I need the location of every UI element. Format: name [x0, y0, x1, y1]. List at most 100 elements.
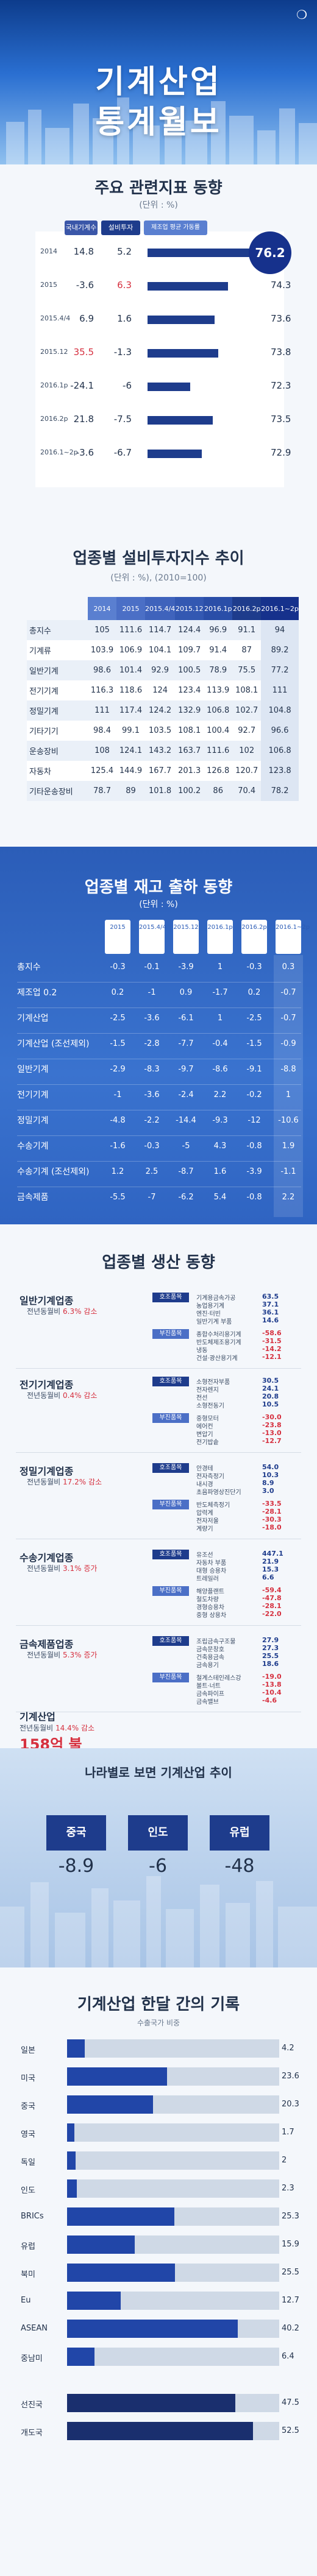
share-bar	[67, 2394, 235, 2412]
share-value: 4.2	[282, 2044, 294, 2053]
investment-value: 5.2	[117, 246, 132, 257]
item-name: 전기밥솥	[196, 1439, 219, 1446]
desc-prefix: 전년동월비	[27, 1564, 63, 1573]
table-cell: 2.2	[213, 1090, 227, 1099]
share-value: 2.3	[282, 2184, 294, 2193]
table-cell: 100.4	[207, 726, 230, 735]
item-name: 변압기	[196, 1431, 213, 1438]
item-name: 엔진·터빈	[196, 1311, 221, 1318]
table-row: 기타기기 98.4 99.1 103.5 108.1 100.4 92.7 96.6	[27, 721, 299, 741]
section-title: 업종별 생산 동향	[102, 1254, 215, 1272]
row-label: 정밀기계	[29, 707, 59, 716]
desc-prefix: 전년동월비	[27, 1651, 63, 1659]
table-row: 전기기계 116.3 118.6 124 123.4 113.9 108.1 111	[27, 680, 299, 700]
share-value: 25.3	[282, 2212, 299, 2221]
table-cell: 124	[152, 686, 168, 695]
utilization-value: 74.3	[271, 280, 291, 291]
share-bar	[67, 2179, 77, 2198]
table-cell: 116.3	[90, 686, 114, 695]
table-cell: 87	[241, 646, 252, 655]
table-cell: 99.1	[122, 726, 140, 735]
table-cell: 1	[285, 1090, 291, 1099]
item-name: 소형전동기	[196, 1403, 224, 1410]
row-label: 수송기계 (조선제외)	[17, 1167, 90, 1177]
table-cell: 109.7	[178, 646, 201, 655]
item-value: 21.9	[262, 1558, 279, 1565]
item-name: 전선	[196, 1395, 208, 1402]
investment-value: -6	[123, 380, 132, 391]
desc-prefix: 전년동월비	[27, 1307, 63, 1316]
order-value: -3.6	[76, 280, 94, 291]
desc-change: 5.3% 증가	[63, 1651, 98, 1659]
item-name: 에어컨	[196, 1424, 213, 1430]
row-label: 전기기계	[17, 1090, 49, 1100]
table-cell: -7.7	[178, 1039, 194, 1048]
row-label: 자동차	[29, 768, 51, 777]
industry-title: 정밀기계업종	[20, 1466, 74, 1477]
row-label: 2015.12	[40, 348, 68, 356]
row-divider	[17, 982, 301, 983]
table-cell: 108	[94, 746, 110, 755]
highlight-column	[274, 955, 303, 1217]
table-cell: 108.1	[235, 686, 258, 695]
item-value: 37.1	[262, 1300, 279, 1308]
item-value: -12.1	[262, 1353, 282, 1361]
item-name: 초음파영상진단기	[196, 1489, 241, 1496]
table-cell: 77.2	[261, 660, 299, 680]
table-row: 자동차 125.4 144.9 167.7 201.3 126.8 120.7 123.8	[27, 761, 299, 781]
item-name: 계량기	[196, 1526, 213, 1533]
item-value: -19.0	[262, 1673, 282, 1681]
logo-mark-icon: ❍	[296, 7, 307, 22]
row-label: 수송기계	[17, 1142, 49, 1151]
row-label: 2016.2p	[40, 415, 68, 423]
country-label: 중남미	[21, 2354, 43, 2363]
table-cell: 0.9	[179, 988, 193, 997]
table-cell: 98.4	[93, 726, 111, 735]
item-value: -13.8	[262, 1681, 282, 1689]
corner-cell	[27, 597, 88, 620]
section-unit: (단위 : %), (2010=100)	[110, 573, 207, 583]
utilization-bar	[148, 282, 228, 291]
industry-desc: 전년동월비 5.3% 증가	[27, 1650, 97, 1660]
item-value: 15.3	[262, 1565, 279, 1573]
table-cell: -2.4	[178, 1090, 194, 1099]
table-cell: 5.4	[213, 1193, 227, 1202]
share-value: 40.2	[282, 2324, 299, 2333]
item-name: 소형전자부품	[196, 1379, 230, 1386]
table-cell: 96.9	[209, 626, 227, 635]
table-cell: 101.4	[119, 666, 143, 675]
section-title: 업종별 설비투자지수 추이	[73, 549, 244, 568]
table-cell: 108.1	[178, 726, 201, 735]
table-cell: 106.8	[261, 741, 299, 761]
table-cell: -3.9	[246, 1167, 262, 1176]
share-value: 25.5	[282, 2268, 299, 2277]
item-value: -28.1	[262, 1508, 282, 1516]
section-title: 기계산업 한달 간의 기록	[77, 1996, 240, 2014]
group-label: 선진국	[21, 2401, 43, 2410]
country-value: -6	[149, 1855, 167, 1877]
country-label: Eu	[21, 2296, 31, 2305]
row-label: 일반기계	[29, 667, 59, 676]
group-label: 개도국	[21, 2429, 43, 2438]
strong-items-tag: 호조품목	[152, 1293, 189, 1302]
desc-change: 6.3% 감소	[63, 1307, 98, 1316]
column-header: 2015	[116, 597, 145, 620]
table-cell: -0.4	[212, 1039, 228, 1048]
desc-change: 3.1% 증가	[63, 1564, 98, 1573]
table-cell: 144.9	[119, 766, 143, 775]
table-cell: -8.6	[212, 1065, 228, 1074]
utilization-bar	[148, 316, 215, 324]
item-name: 건축용금속	[196, 1654, 224, 1661]
table-cell: 4.3	[213, 1142, 227, 1151]
item-name: 건설·광산용기계	[196, 1355, 238, 1362]
industry-desc: 전년동월비 6.3% 감소	[27, 1306, 97, 1316]
item-name: 냉동	[196, 1347, 208, 1354]
table-cell: -1	[113, 1090, 122, 1099]
row-divider	[17, 1007, 301, 1008]
country-label: 인도	[21, 2186, 35, 2195]
table-cell: -0.2	[246, 1090, 262, 1099]
table-cell: 100.5	[178, 666, 201, 675]
table-cell: -0.3	[144, 1142, 160, 1151]
item-value: 447.1	[262, 1550, 283, 1558]
table-cell: 106.8	[207, 706, 230, 715]
